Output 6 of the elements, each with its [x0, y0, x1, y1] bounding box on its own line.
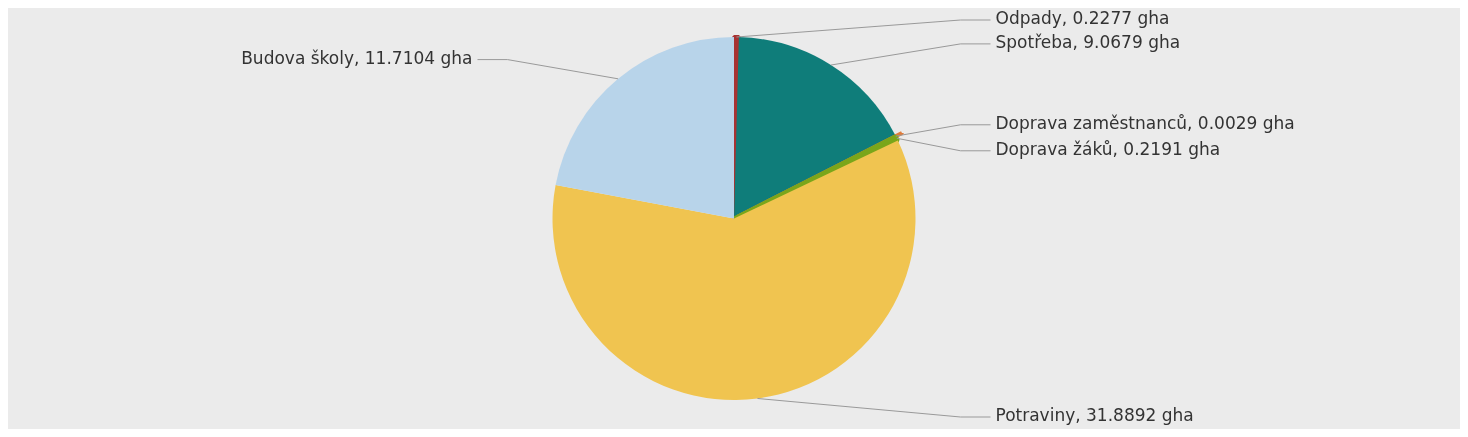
slice-label: Potraviny, 31.8892 gha	[995, 405, 1194, 426]
slice-label: Budova školy, 11.7104 gha	[241, 48, 473, 68]
slice-label: Doprava zaměstnanců, 0.0029 gha	[995, 113, 1295, 134]
slice-label: Spotřeba, 9.0679 gha	[995, 32, 1181, 53]
slice-label: Odpady, 0.2277 gha	[995, 8, 1170, 29]
slice-label: Doprava žáků, 0.2191 gha	[995, 139, 1221, 160]
